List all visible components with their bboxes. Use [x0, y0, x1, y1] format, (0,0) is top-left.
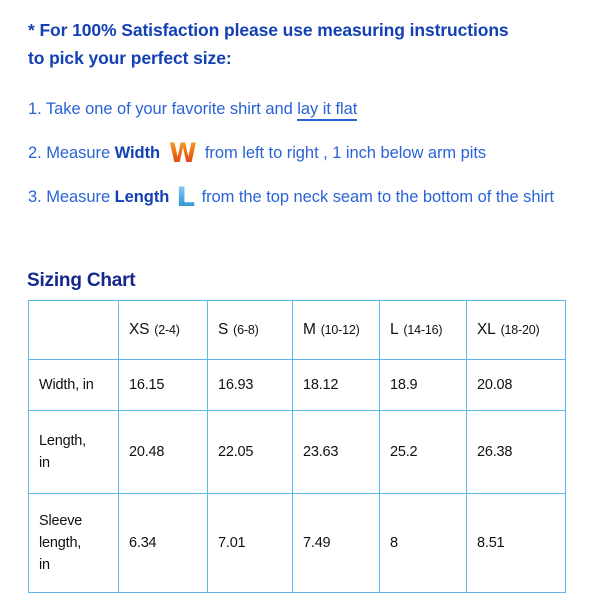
- header-cell-xl: XL (18-20): [466, 300, 566, 360]
- row-label-length: Length, in: [28, 410, 119, 494]
- cell-length-xl: 26.38: [466, 410, 566, 494]
- cell-sleeve-l: 8: [379, 493, 467, 593]
- step-1-number: 1.: [28, 100, 42, 118]
- cell-width-xs: 16.15: [118, 359, 208, 411]
- cell-sleeve-xs: 6.34: [118, 493, 208, 593]
- size-range-xs: (2-4): [154, 323, 180, 337]
- size-code-l: L: [390, 321, 399, 338]
- size-code-s: S: [218, 321, 229, 338]
- header-cell-xs: XS (2-4): [118, 300, 208, 360]
- size-range-m: (10-12): [320, 323, 360, 337]
- size-range-s: (6-8): [233, 323, 259, 337]
- intro-line-1: * For 100% Satisfaction please use measu…: [28, 20, 509, 40]
- intro-block: * For 100% Satisfaction please use measu…: [28, 16, 573, 73]
- step-3: 3. Measure Length L from the top neck se…: [28, 184, 580, 211]
- size-code-m: M: [303, 321, 316, 338]
- step-2-text-after: from left to right , 1 inch below arm pi…: [204, 143, 487, 162]
- table-row: Width, in 16.15 16.93 18.12 18.9 20.08: [28, 359, 566, 411]
- step-3-number: 3.: [28, 187, 42, 206]
- length-letter-glyph: L: [173, 184, 198, 211]
- step-3-text-before: Measure: [46, 187, 111, 206]
- cell-width-xl: 20.08: [466, 359, 566, 411]
- size-range-xl: (18-20): [500, 323, 540, 337]
- row-label-width: Width, in: [28, 359, 119, 411]
- cell-sleeve-s: 7.01: [207, 493, 293, 593]
- sizing-chart-table: XS (2-4) S (6-8) M (10-12) L (14-16) XL (18-2…: [28, 300, 566, 593]
- table-row: Length, in 20.48 22.05 23.63 25.2 26.38: [28, 410, 566, 494]
- step-2-keyword-width: Width: [114, 143, 161, 162]
- size-range-l: (14-16): [403, 323, 443, 337]
- cell-length-s: 22.05: [207, 410, 293, 494]
- step-1: 1. Take one of your favorite shirt and l…: [28, 96, 580, 123]
- cell-length-l: 25.2: [379, 410, 467, 494]
- step-3-keyword-length: Length: [114, 187, 170, 206]
- cell-length-m: 23.63: [292, 410, 380, 494]
- header-cell-l: L (14-16): [379, 300, 467, 360]
- step-2-text-before: Measure: [46, 143, 111, 162]
- cell-width-l: 18.9: [379, 359, 467, 411]
- size-code-xs: XS: [129, 321, 150, 338]
- table-row: Sleeve length, in 6.34 7.01 7.49 8 8.51: [28, 493, 566, 593]
- header-cell-s: S (6-8): [207, 300, 293, 360]
- cell-sleeve-xl: 8.51: [466, 493, 566, 593]
- cell-length-xs: 20.48: [118, 410, 208, 494]
- step-1-text: Take one of your favorite shirt and: [45, 100, 293, 118]
- row-label-length-line1: Length,: [39, 432, 86, 449]
- header-cell-m: M (10-12): [292, 300, 380, 360]
- cell-width-s: 16.93: [207, 359, 293, 411]
- step-1-underlined-text: lay it flat: [297, 100, 357, 121]
- row-label-length-line2: in: [39, 455, 50, 471]
- row-label-sleeve-line3: in: [39, 557, 50, 574]
- table-header-row: XS (2-4) S (6-8) M (10-12) L (14-16) XL (18-2…: [28, 300, 566, 360]
- sizing-chart-title: Sizing Chart: [27, 270, 136, 291]
- measuring-steps-list: 1. Take one of your favorite shirt and l…: [28, 96, 580, 211]
- cell-sleeve-m: 7.49: [292, 493, 380, 593]
- cell-width-m: 18.12: [292, 359, 380, 411]
- size-code-xl: XL: [477, 321, 496, 338]
- step-2: 2. Measure Width W from left to right , …: [28, 140, 580, 167]
- header-corner-cell: [28, 300, 119, 360]
- step-3-text-wrap: the shirt: [495, 187, 555, 206]
- row-label-sleeve-length: Sleeve length, in: [28, 493, 119, 593]
- row-label-sleeve-line1: Sleeve: [39, 512, 83, 529]
- step-2-number: 2.: [28, 143, 42, 162]
- row-label-sleeve-line2: length,: [39, 534, 82, 551]
- step-3-text-after: from the top neck seam to the bottom of: [201, 187, 492, 206]
- width-letter-glyph: W: [166, 140, 199, 167]
- intro-line-2: to pick your perfect size:: [28, 48, 232, 69]
